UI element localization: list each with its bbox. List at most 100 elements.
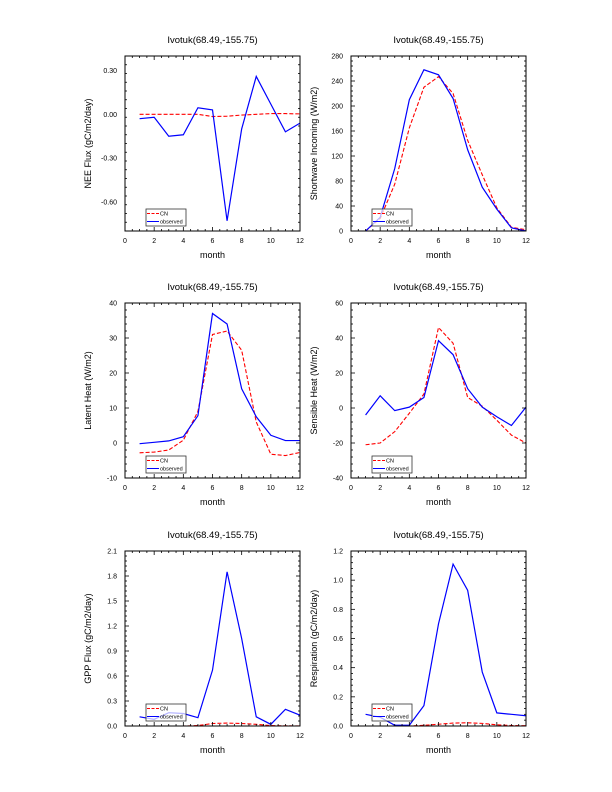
series-line-cn	[365, 722, 526, 726]
legend-label: CN	[160, 459, 168, 465]
x-tick-label: 8	[240, 238, 244, 245]
y-axis-label: Latent Heat (W/m2)	[83, 351, 93, 430]
x-tick-label: 6	[437, 238, 441, 245]
x-tick-label: 10	[267, 485, 275, 492]
chart-title: Ivotuk(68.49,-155.75)	[167, 35, 257, 46]
x-axis-label: month	[200, 250, 225, 260]
x-tick-label: 8	[466, 485, 470, 492]
x-tick-label: 4	[181, 733, 185, 740]
series-line-observed	[365, 69, 526, 231]
x-axis-label: month	[426, 250, 451, 260]
x-tick-label: 6	[437, 733, 441, 740]
y-tick-label: 0	[113, 441, 117, 448]
y-axis-label: Sensible Heat (W/m2)	[309, 346, 319, 434]
x-tick-label: 12	[296, 485, 304, 492]
y-tick-label: 0.0	[107, 724, 117, 731]
chart-title: Ivotuk(68.49,-155.75)	[393, 35, 483, 46]
x-tick-label: 10	[267, 238, 275, 245]
series-line-cn	[365, 326, 526, 446]
x-tick-label: 8	[240, 733, 244, 740]
y-axis-label: Respiration (gC/m2/day)	[309, 590, 319, 688]
y-tick-label: 0	[339, 406, 343, 413]
legend-label: CN	[386, 707, 394, 713]
x-tick-label: 0	[123, 733, 127, 740]
plot-frame	[350, 550, 527, 727]
x-axis-label: month	[200, 745, 225, 755]
legend-label: CN	[386, 212, 394, 218]
x-tick-label: 8	[240, 485, 244, 492]
y-tick-label: 0	[339, 229, 343, 236]
x-tick-label: 0	[349, 238, 353, 245]
x-tick-label: 4	[181, 485, 185, 492]
x-tick-label: 10	[493, 733, 501, 740]
y-tick-label: 80	[335, 179, 343, 186]
y-tick-label: -0.30	[101, 156, 117, 163]
y-tick-label: 0.30	[103, 68, 117, 75]
series-line-cn	[139, 330, 300, 457]
x-tick-label: 2	[152, 733, 156, 740]
x-tick-label: 0	[123, 485, 127, 492]
y-tick-label: 1.2	[107, 624, 117, 631]
series-line-observed	[139, 571, 300, 726]
y-tick-label: -20	[333, 441, 343, 448]
x-tick-label: 6	[437, 485, 441, 492]
y-tick-label: 240	[331, 79, 343, 86]
y-tick-label: 0.0	[333, 724, 343, 731]
legend: CN observed	[145, 703, 187, 722]
x-tick-label: 4	[181, 238, 185, 245]
x-tick-label: 12	[522, 238, 530, 245]
y-tick-label: 280	[331, 54, 343, 61]
legend-label: observed	[160, 715, 183, 721]
x-tick-label: 0	[349, 485, 353, 492]
y-tick-label: 30	[109, 336, 117, 343]
y-tick-label: 120	[331, 154, 343, 161]
x-tick-label: 12	[296, 238, 304, 245]
legend: CN observed	[371, 455, 413, 474]
series-line-cn	[139, 113, 300, 118]
y-tick-label: 0.2	[333, 694, 343, 701]
x-tick-label: 2	[152, 238, 156, 245]
series-line-cn	[365, 75, 526, 231]
x-tick-label: 0	[123, 238, 127, 245]
panel-gpp: Ivotuk(68.49,-155.75) 0 2 4 6 8 10 12 0.0 0.3 0.6 0…	[83, 530, 304, 755]
x-tick-label: 6	[211, 485, 215, 492]
panel-nee: Ivotuk(68.49,-155.75) 0 2 4 6 8 10 12 -0.60 -0.30…	[83, 35, 304, 260]
legend-label: observed	[160, 220, 183, 226]
y-tick-label: 1.8	[107, 574, 117, 581]
y-tick-label: 40	[335, 336, 343, 343]
x-tick-label: 12	[522, 733, 530, 740]
y-axis-label: NEE Flux (gC/m2/day)	[83, 98, 93, 188]
plot-frame	[124, 550, 301, 727]
x-tick-label: 12	[522, 485, 530, 492]
legend-label: observed	[386, 220, 409, 226]
x-tick-label: 12	[296, 733, 304, 740]
y-tick-label: 0.6	[107, 674, 117, 681]
y-tick-label: 1.2	[333, 549, 343, 556]
x-tick-label: 8	[466, 238, 470, 245]
x-tick-label: 10	[267, 733, 275, 740]
y-tick-label: 0.6	[333, 636, 343, 643]
x-tick-label: 2	[378, 485, 382, 492]
y-tick-label: 0.3	[107, 699, 117, 706]
x-axis-label: month	[426, 745, 451, 755]
chart-title: Ivotuk(68.49,-155.75)	[167, 530, 257, 541]
legend: CN observed	[145, 208, 187, 227]
plot-frame	[350, 55, 527, 232]
series-line-observed	[139, 312, 300, 445]
x-tick-label: 2	[152, 485, 156, 492]
y-tick-label: 20	[335, 371, 343, 378]
legend: CN observed	[145, 455, 187, 474]
x-axis-label: month	[426, 497, 451, 507]
legend-label: observed	[386, 715, 409, 721]
y-tick-label: 40	[109, 301, 117, 308]
legend-label: observed	[386, 467, 409, 473]
panel-latent-heat: Ivotuk(68.49,-155.75) 0 2 4 6 8 10 12 -10 0 10 20 30…	[83, 282, 304, 507]
y-tick-label: 60	[335, 301, 343, 308]
y-tick-label: -40	[333, 476, 343, 483]
x-tick-label: 10	[493, 485, 501, 492]
y-tick-label: 0.4	[333, 665, 343, 672]
chart-title: Ivotuk(68.49,-155.75)	[393, 530, 483, 541]
y-tick-label: 10	[109, 406, 117, 413]
y-tick-label: 2.1	[107, 549, 117, 556]
x-axis-label: month	[200, 497, 225, 507]
